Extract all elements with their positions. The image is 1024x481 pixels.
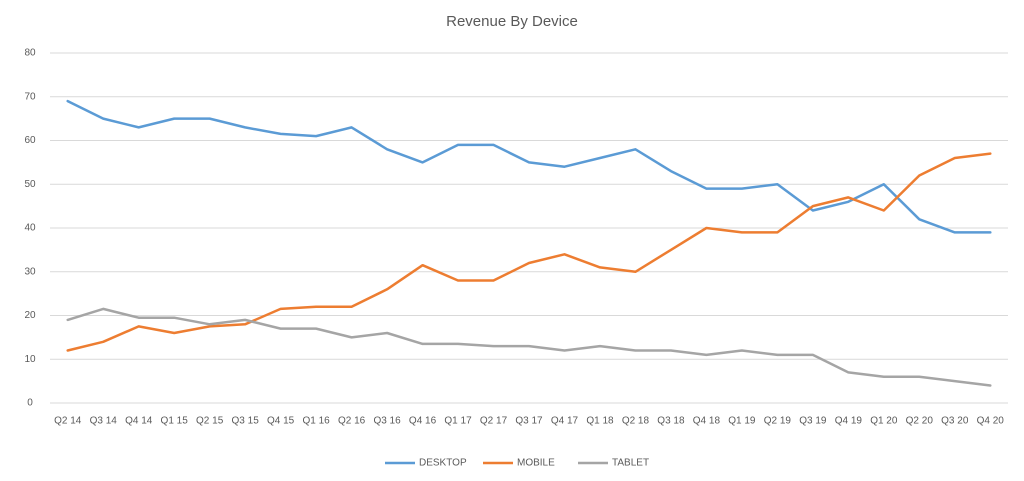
x-tick-label: Q3 17: [515, 416, 543, 427]
x-tick-label: Q2 18: [622, 416, 650, 427]
x-tick-label: Q4 14: [125, 416, 153, 427]
x-tick-label: Q1 16: [302, 416, 330, 427]
y-tick-label: 10: [24, 354, 36, 365]
data-line: [66, 152, 992, 352]
x-tick-label: Q2 17: [480, 416, 508, 427]
x-tick-label: Q1 19: [728, 416, 756, 427]
chart-title: Revenue By Device: [446, 13, 578, 30]
x-tick-label: Q3 14: [90, 416, 118, 427]
x-tick-label: Q4 17: [551, 416, 579, 427]
data-line: [66, 307, 992, 387]
y-tick-label: 70: [24, 91, 36, 102]
y-tick-label: 80: [24, 48, 36, 59]
x-tick-label: Q1 17: [444, 416, 472, 427]
x-tick-label: Q4 19: [835, 416, 863, 427]
x-tick-label: Q4 16: [409, 416, 437, 427]
x-tick-label: Q2 16: [338, 416, 366, 427]
legend-label: DESKTOP: [419, 458, 467, 469]
x-tick-label: Q2 15: [196, 416, 224, 427]
data-line: [66, 99, 992, 234]
y-tick-label: 0: [27, 398, 33, 409]
x-tick-label: Q1 15: [161, 416, 189, 427]
x-tick-label: Q4 15: [267, 416, 295, 427]
x-tick-label: Q4 20: [977, 416, 1005, 427]
x-tick-label: Q1 20: [870, 416, 898, 427]
y-tick-label: 40: [24, 223, 36, 234]
x-tick-label: Q3 20: [941, 416, 969, 427]
x-tick-label: Q4 18: [693, 416, 721, 427]
x-tick-label: Q3 15: [232, 416, 260, 427]
x-tick-label: Q3 19: [799, 416, 827, 427]
x-tick-label: Q2 14: [54, 416, 82, 427]
y-tick-label: 60: [24, 135, 36, 146]
legend-label: MOBILE: [517, 458, 555, 469]
x-tick-label: Q1 18: [586, 416, 614, 427]
y-tick-label: 30: [24, 266, 36, 277]
legend-label: TABLET: [612, 458, 649, 469]
x-tick-label: Q3 16: [373, 416, 401, 427]
y-tick-label: 20: [24, 310, 36, 321]
x-tick-label: Q2 19: [764, 416, 792, 427]
x-tick-label: Q2 20: [906, 416, 934, 427]
x-tick-label: Q3 18: [657, 416, 685, 427]
y-tick-label: 50: [24, 179, 36, 190]
